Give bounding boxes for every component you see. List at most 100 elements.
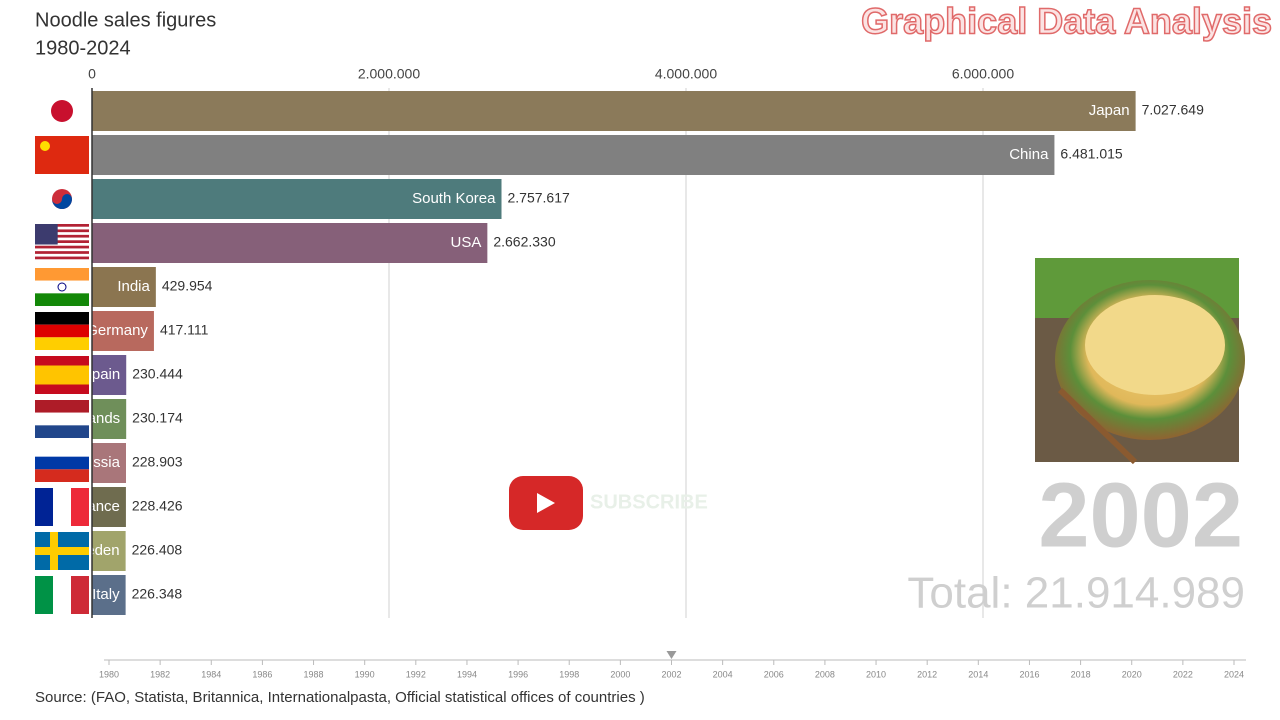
flag <box>35 180 89 218</box>
flag-part <box>52 194 72 209</box>
bar-group: Netherlands 230.174 <box>35 399 183 439</box>
bar-label: Japan <box>1089 102 1130 119</box>
bar-group: USA 2.662.330 <box>35 223 556 263</box>
bar <box>92 179 502 219</box>
flag-part <box>35 312 89 325</box>
flag-part <box>35 280 89 294</box>
bar <box>92 91 1136 131</box>
flag <box>35 312 89 350</box>
x-tick-label: 4.000.000 <box>655 66 717 82</box>
bar-label: Netherlands <box>39 410 120 427</box>
timeline-label: 2012 <box>917 669 937 679</box>
timeline-label: 2006 <box>764 669 784 679</box>
value-label: 2.662.330 <box>493 234 555 250</box>
bar-label: Spain <box>82 366 120 383</box>
timeline-label: 2014 <box>968 669 988 679</box>
flag-part <box>35 576 53 614</box>
bar <box>92 575 126 615</box>
timeline-label: 1994 <box>457 669 477 679</box>
flag <box>35 224 89 260</box>
value-label: 228.426 <box>132 498 183 514</box>
bar <box>92 223 488 263</box>
flag <box>35 576 89 614</box>
flag <box>35 136 89 174</box>
timeline-label: 1992 <box>406 669 426 679</box>
flag-part <box>53 576 71 614</box>
flag-part <box>35 240 89 243</box>
flag-part <box>35 469 89 482</box>
value-label: 6.481.015 <box>1060 146 1122 162</box>
bar-label: Russia <box>74 454 121 471</box>
plot: 0 2.000.000 4.000.000 6.000.000 Japan 7.027.6… <box>35 66 1204 618</box>
flag <box>35 400 89 438</box>
value-label: 7.027.649 <box>1142 102 1204 118</box>
bar-group: Japan 7.027.649 <box>35 91 1204 131</box>
timeline-label: 2002 <box>661 669 681 679</box>
bar-group: Russia 228.903 <box>35 443 183 483</box>
bar-group: Spain 230.444 <box>35 355 183 395</box>
value-label: 2.757.617 <box>508 190 570 206</box>
flag-part <box>35 444 89 457</box>
flag-part <box>35 224 89 227</box>
timeline-label: 2018 <box>1071 669 1091 679</box>
bar-group: South Korea 2.757.617 <box>35 179 570 219</box>
flag-part <box>35 268 89 281</box>
timeline-label: 2022 <box>1173 669 1193 679</box>
bar-label: China <box>1009 146 1049 163</box>
flag <box>35 532 89 570</box>
flag-part <box>35 293 89 306</box>
bar-label: India <box>117 278 150 295</box>
bar-group: Sweden 226.408 <box>35 531 182 571</box>
bar <box>92 531 126 571</box>
total-label: Total: 21.914.989 <box>907 569 1245 618</box>
bar <box>92 311 154 351</box>
flag <box>35 92 89 130</box>
flag-part <box>71 576 89 614</box>
timeline-label: 2000 <box>610 669 630 679</box>
flag-part <box>71 488 89 526</box>
bar-group: India 429.954 <box>35 267 213 307</box>
flag-part <box>35 337 89 350</box>
bar <box>92 399 127 439</box>
flag-part <box>35 251 89 254</box>
bar <box>92 135 1055 175</box>
bar-label: Sweden <box>65 542 119 559</box>
chart-title: Noodle sales figures <box>35 9 216 31</box>
flag-part <box>35 229 89 233</box>
year-label: 2002 <box>1038 464 1243 566</box>
timeline-label: 1998 <box>559 669 579 679</box>
subscribe-text[interactable]: SUBSCRIBE <box>590 491 708 513</box>
timeline-label: 2020 <box>1122 669 1142 679</box>
x-tick-label: 6.000.000 <box>952 66 1014 82</box>
bar <box>92 443 126 483</box>
x-tick-label: 2.000.000 <box>358 66 420 82</box>
flag-part <box>35 324 89 338</box>
value-label: 226.348 <box>132 586 183 602</box>
bar-label: South Korea <box>412 190 496 207</box>
bar-label: USA <box>451 234 482 251</box>
timeline-label: 1984 <box>201 669 221 679</box>
flag-part <box>53 488 71 526</box>
flag-part <box>35 400 89 413</box>
flag <box>35 488 89 526</box>
timeline-label: 1996 <box>508 669 528 679</box>
flag-part <box>35 224 58 245</box>
bar-label: Italy <box>92 586 120 603</box>
value-label: 226.408 <box>132 542 183 558</box>
flag-part <box>51 100 73 122</box>
flag-part <box>35 256 89 260</box>
bar <box>92 487 126 527</box>
value-label: 230.174 <box>132 410 183 426</box>
timeline-label: 1988 <box>304 669 324 679</box>
timeline-label: 2016 <box>1019 669 1039 679</box>
flag-part <box>35 234 89 238</box>
flag-part <box>35 245 89 249</box>
bar <box>92 355 127 395</box>
bar <box>92 267 156 307</box>
timeline-label: 1990 <box>355 669 375 679</box>
bar-group: France 228.426 <box>35 487 183 527</box>
value-label: 230.444 <box>132 366 183 382</box>
subscribe-button[interactable]: SUBSCRIBE <box>509 476 708 530</box>
watermark: Graphical Data Analysis <box>861 1 1272 42</box>
